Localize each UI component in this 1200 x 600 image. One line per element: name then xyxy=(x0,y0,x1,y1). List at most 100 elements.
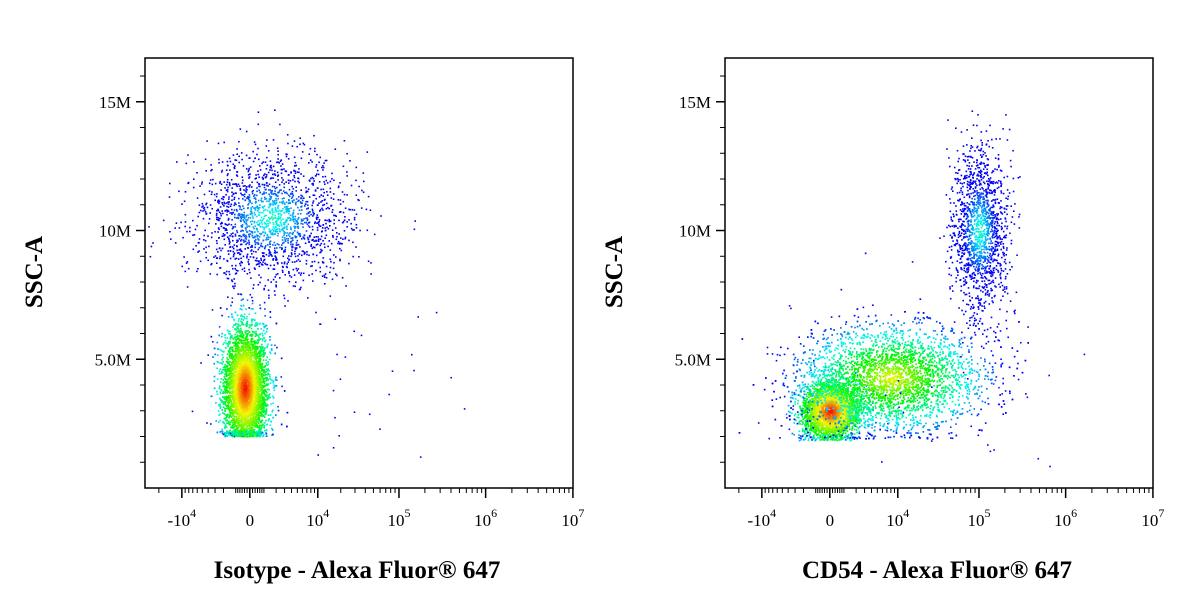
event-dot xyxy=(264,402,267,405)
event-dot xyxy=(229,429,231,432)
event-dot xyxy=(254,341,256,344)
event-dot xyxy=(216,354,219,356)
event-dot xyxy=(219,349,222,351)
event-dot xyxy=(239,308,242,310)
event-dot xyxy=(220,362,223,364)
event-dot xyxy=(222,343,225,345)
event-dot xyxy=(216,390,218,393)
event-dot xyxy=(261,347,263,350)
event-dot xyxy=(230,366,232,368)
event-dot xyxy=(267,383,269,385)
event-dot xyxy=(262,390,265,393)
event-dot xyxy=(227,385,229,387)
event-dot xyxy=(240,327,242,330)
event-dot xyxy=(263,424,266,427)
event-dot xyxy=(264,373,267,376)
event-dot xyxy=(230,419,233,422)
event-dot xyxy=(233,318,235,320)
event-dot xyxy=(221,354,224,356)
event-dot xyxy=(260,424,262,427)
event-dot xyxy=(238,422,241,424)
event-dot xyxy=(226,382,228,385)
event-dot xyxy=(232,387,235,390)
event-dot xyxy=(226,370,229,372)
event-dot xyxy=(200,362,202,364)
event-dot xyxy=(248,331,251,333)
event-dot xyxy=(227,330,230,333)
event-dot xyxy=(242,341,244,344)
event-dot xyxy=(224,424,227,426)
event-dot xyxy=(236,379,239,381)
event-dot xyxy=(251,321,253,323)
event-dot xyxy=(255,411,258,414)
event-dot xyxy=(255,359,258,362)
event-dot xyxy=(253,364,255,367)
event-dot xyxy=(240,370,243,372)
event-dot xyxy=(234,423,236,426)
event-dot xyxy=(223,396,226,398)
event-dot xyxy=(272,382,275,384)
event-dot xyxy=(266,327,268,330)
event-dot xyxy=(235,369,238,371)
event-dot xyxy=(243,434,246,437)
event-dot xyxy=(224,425,226,428)
event-dot xyxy=(230,409,232,412)
event-dot xyxy=(280,376,283,378)
event-dot xyxy=(220,372,223,375)
event-dot xyxy=(255,396,258,399)
event-dot xyxy=(247,357,249,360)
event-dot xyxy=(225,381,228,383)
event-dot xyxy=(256,384,258,387)
event-dot xyxy=(244,392,247,395)
event-dot xyxy=(220,401,223,403)
event-dot xyxy=(246,410,248,413)
event-dot xyxy=(232,342,234,344)
event-dot xyxy=(224,410,226,412)
event-dot xyxy=(272,433,274,436)
event-dot xyxy=(262,359,265,361)
event-dot xyxy=(227,407,229,410)
event-dot xyxy=(223,422,226,425)
event-dot xyxy=(227,408,230,410)
event-dot xyxy=(266,345,269,347)
event-dot xyxy=(267,368,269,370)
event-dot xyxy=(237,320,240,322)
event-dot xyxy=(226,422,228,425)
event-dot xyxy=(258,336,260,339)
event-dot xyxy=(262,352,265,354)
event-dot xyxy=(260,395,263,397)
event-dot xyxy=(258,323,260,325)
event-dot xyxy=(269,375,271,378)
event-dot xyxy=(218,334,220,337)
event-dot xyxy=(206,422,208,424)
event-dot xyxy=(224,401,227,403)
event-dot xyxy=(236,417,238,420)
event-dot xyxy=(244,354,247,356)
event-dot xyxy=(225,407,228,410)
event-dot xyxy=(260,328,263,330)
event-dot xyxy=(252,308,254,310)
event-dot xyxy=(258,415,260,417)
event-dot xyxy=(257,383,260,386)
event-dot xyxy=(228,367,230,370)
event-dot xyxy=(228,409,231,412)
event-dot xyxy=(259,384,261,387)
event-dot xyxy=(219,392,222,395)
event-dot xyxy=(259,386,262,389)
event-dot xyxy=(259,414,261,417)
event-dot xyxy=(238,357,241,359)
event-dot xyxy=(264,399,267,401)
event-dot xyxy=(258,426,260,428)
event-dot xyxy=(227,404,230,406)
event-dot xyxy=(229,421,232,424)
event-dot xyxy=(251,302,254,305)
event-dot xyxy=(263,427,265,429)
event-dot xyxy=(213,362,215,365)
event-dot xyxy=(262,347,264,349)
event-dot xyxy=(246,341,248,343)
event-dot xyxy=(245,353,248,355)
event-dot xyxy=(241,321,244,324)
event-dot xyxy=(240,321,243,323)
event-dot xyxy=(246,315,248,318)
event-dot xyxy=(274,344,276,347)
